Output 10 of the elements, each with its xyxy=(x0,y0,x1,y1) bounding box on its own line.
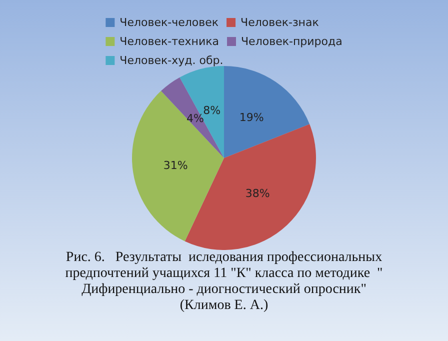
data-label: 8% xyxy=(203,104,221,118)
legend-label: Человек-техника xyxy=(120,35,220,48)
legend-label: Человек-знак xyxy=(240,16,320,29)
data-label: 19% xyxy=(239,110,264,124)
legend-label: Человек-худ. обр. xyxy=(120,54,224,67)
data-label: 31% xyxy=(163,159,188,172)
text: Рис. 6. Результаты иследования профессиональных предпочтений учащихся 11 "К" класса по методике " Дифиренциально - диогностический опросник" (Климов Е. А.) xyxy=(64,250,384,314)
legend-label: Человек-человек xyxy=(120,16,219,29)
data-label: 38% xyxy=(245,187,270,200)
legend-label: Человек-природа xyxy=(241,35,342,48)
